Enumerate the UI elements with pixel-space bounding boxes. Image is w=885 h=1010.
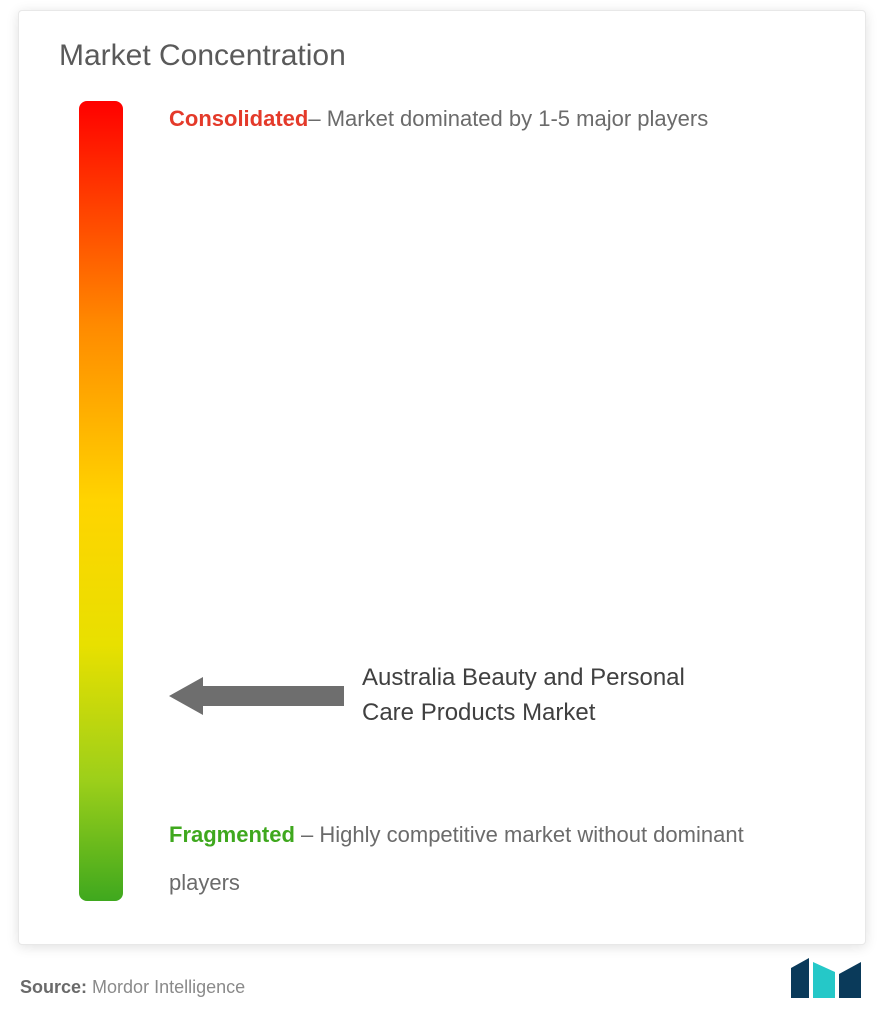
fragmented-label: Fragmented – Highly competitive market w…	[169, 811, 805, 908]
consolidated-label: Consolidated– Market dominated by 1-5 ma…	[169, 95, 805, 143]
arrow-left-icon	[169, 674, 344, 718]
marker-line2: Care Products Market	[362, 699, 595, 726]
fragmented-keyword: Fragmented	[169, 822, 295, 847]
marker-line1: Australia Beauty and Personal	[362, 664, 685, 691]
source-value: Mordor Intelligence	[92, 977, 245, 997]
consolidated-keyword: Consolidated	[169, 106, 308, 131]
concentration-card: Market Concentration Consolidated– Marke…	[18, 10, 866, 945]
gradient-svg	[79, 101, 123, 901]
consolidated-desc: – Market dominated by 1-5 major players	[308, 106, 708, 131]
brand-logo-icon	[787, 954, 865, 998]
card-title: Market Concentration	[59, 39, 825, 73]
source-label: Source:	[20, 977, 87, 997]
gradient-bar	[79, 101, 123, 901]
content-area: Consolidated– Market dominated by 1-5 ma…	[59, 101, 825, 921]
market-marker: Australia Beauty and Personal Care Produ…	[169, 661, 805, 731]
marker-text: Australia Beauty and Personal Care Produ…	[362, 661, 685, 731]
source-line: Source: Mordor Intelligence	[20, 977, 245, 998]
footer: Source: Mordor Intelligence	[20, 954, 865, 998]
